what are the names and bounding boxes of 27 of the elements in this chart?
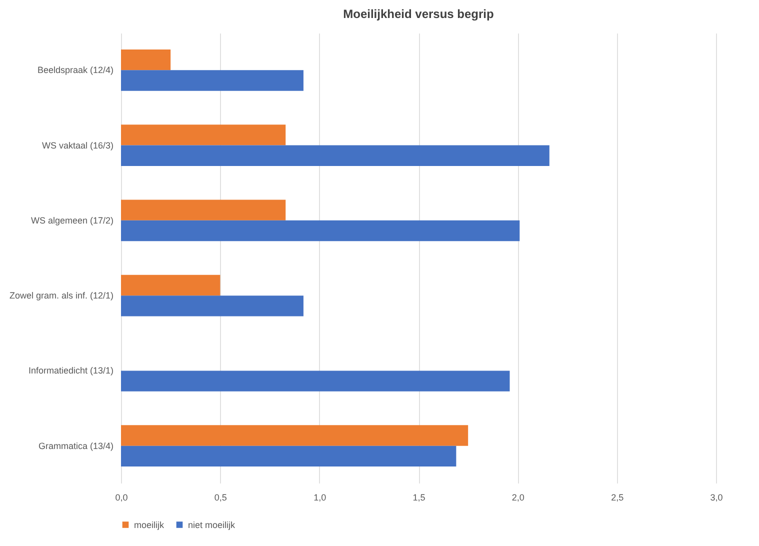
- x-tick-label: 2,5: [611, 492, 624, 502]
- x-tick-label: 2,0: [512, 492, 524, 502]
- bar: [121, 220, 520, 242]
- bar: [121, 50, 171, 70]
- y-tick-label: Grammatica (13/4): [38, 440, 114, 451]
- y-tick-label: WS vaktaal (16/3): [42, 140, 114, 150]
- bar: [121, 200, 286, 220]
- y-tick-label: Informatiedicht (13/1): [28, 366, 114, 376]
- bar: [121, 446, 456, 466]
- y-tick-label: Beeldspraak (12/4): [37, 65, 114, 76]
- x-tick-label: 0,5: [214, 492, 227, 502]
- bar: [121, 124, 286, 146]
- bar: [121, 425, 468, 446]
- x-tick-label: 1,0: [314, 492, 326, 502]
- legend-label: moeilijk: [134, 520, 165, 530]
- legend-label: niet moeilijk: [188, 520, 236, 530]
- y-tick-label: Zowel gram. als inf. (12/1): [9, 290, 114, 301]
- bar: [121, 370, 510, 392]
- x-tick-label: 1,5: [412, 492, 426, 502]
- x-tick-label: 3,0: [710, 492, 723, 502]
- bar: [121, 296, 304, 316]
- y-tick-label: WS algemeen (17/2): [30, 215, 114, 226]
- bar: [121, 274, 220, 296]
- bar: [121, 70, 304, 91]
- bar: [121, 145, 550, 166]
- x-tick-label: 0,0: [115, 492, 128, 502]
- chart-title: Moeilijkheid versus begrip: [343, 7, 494, 21]
